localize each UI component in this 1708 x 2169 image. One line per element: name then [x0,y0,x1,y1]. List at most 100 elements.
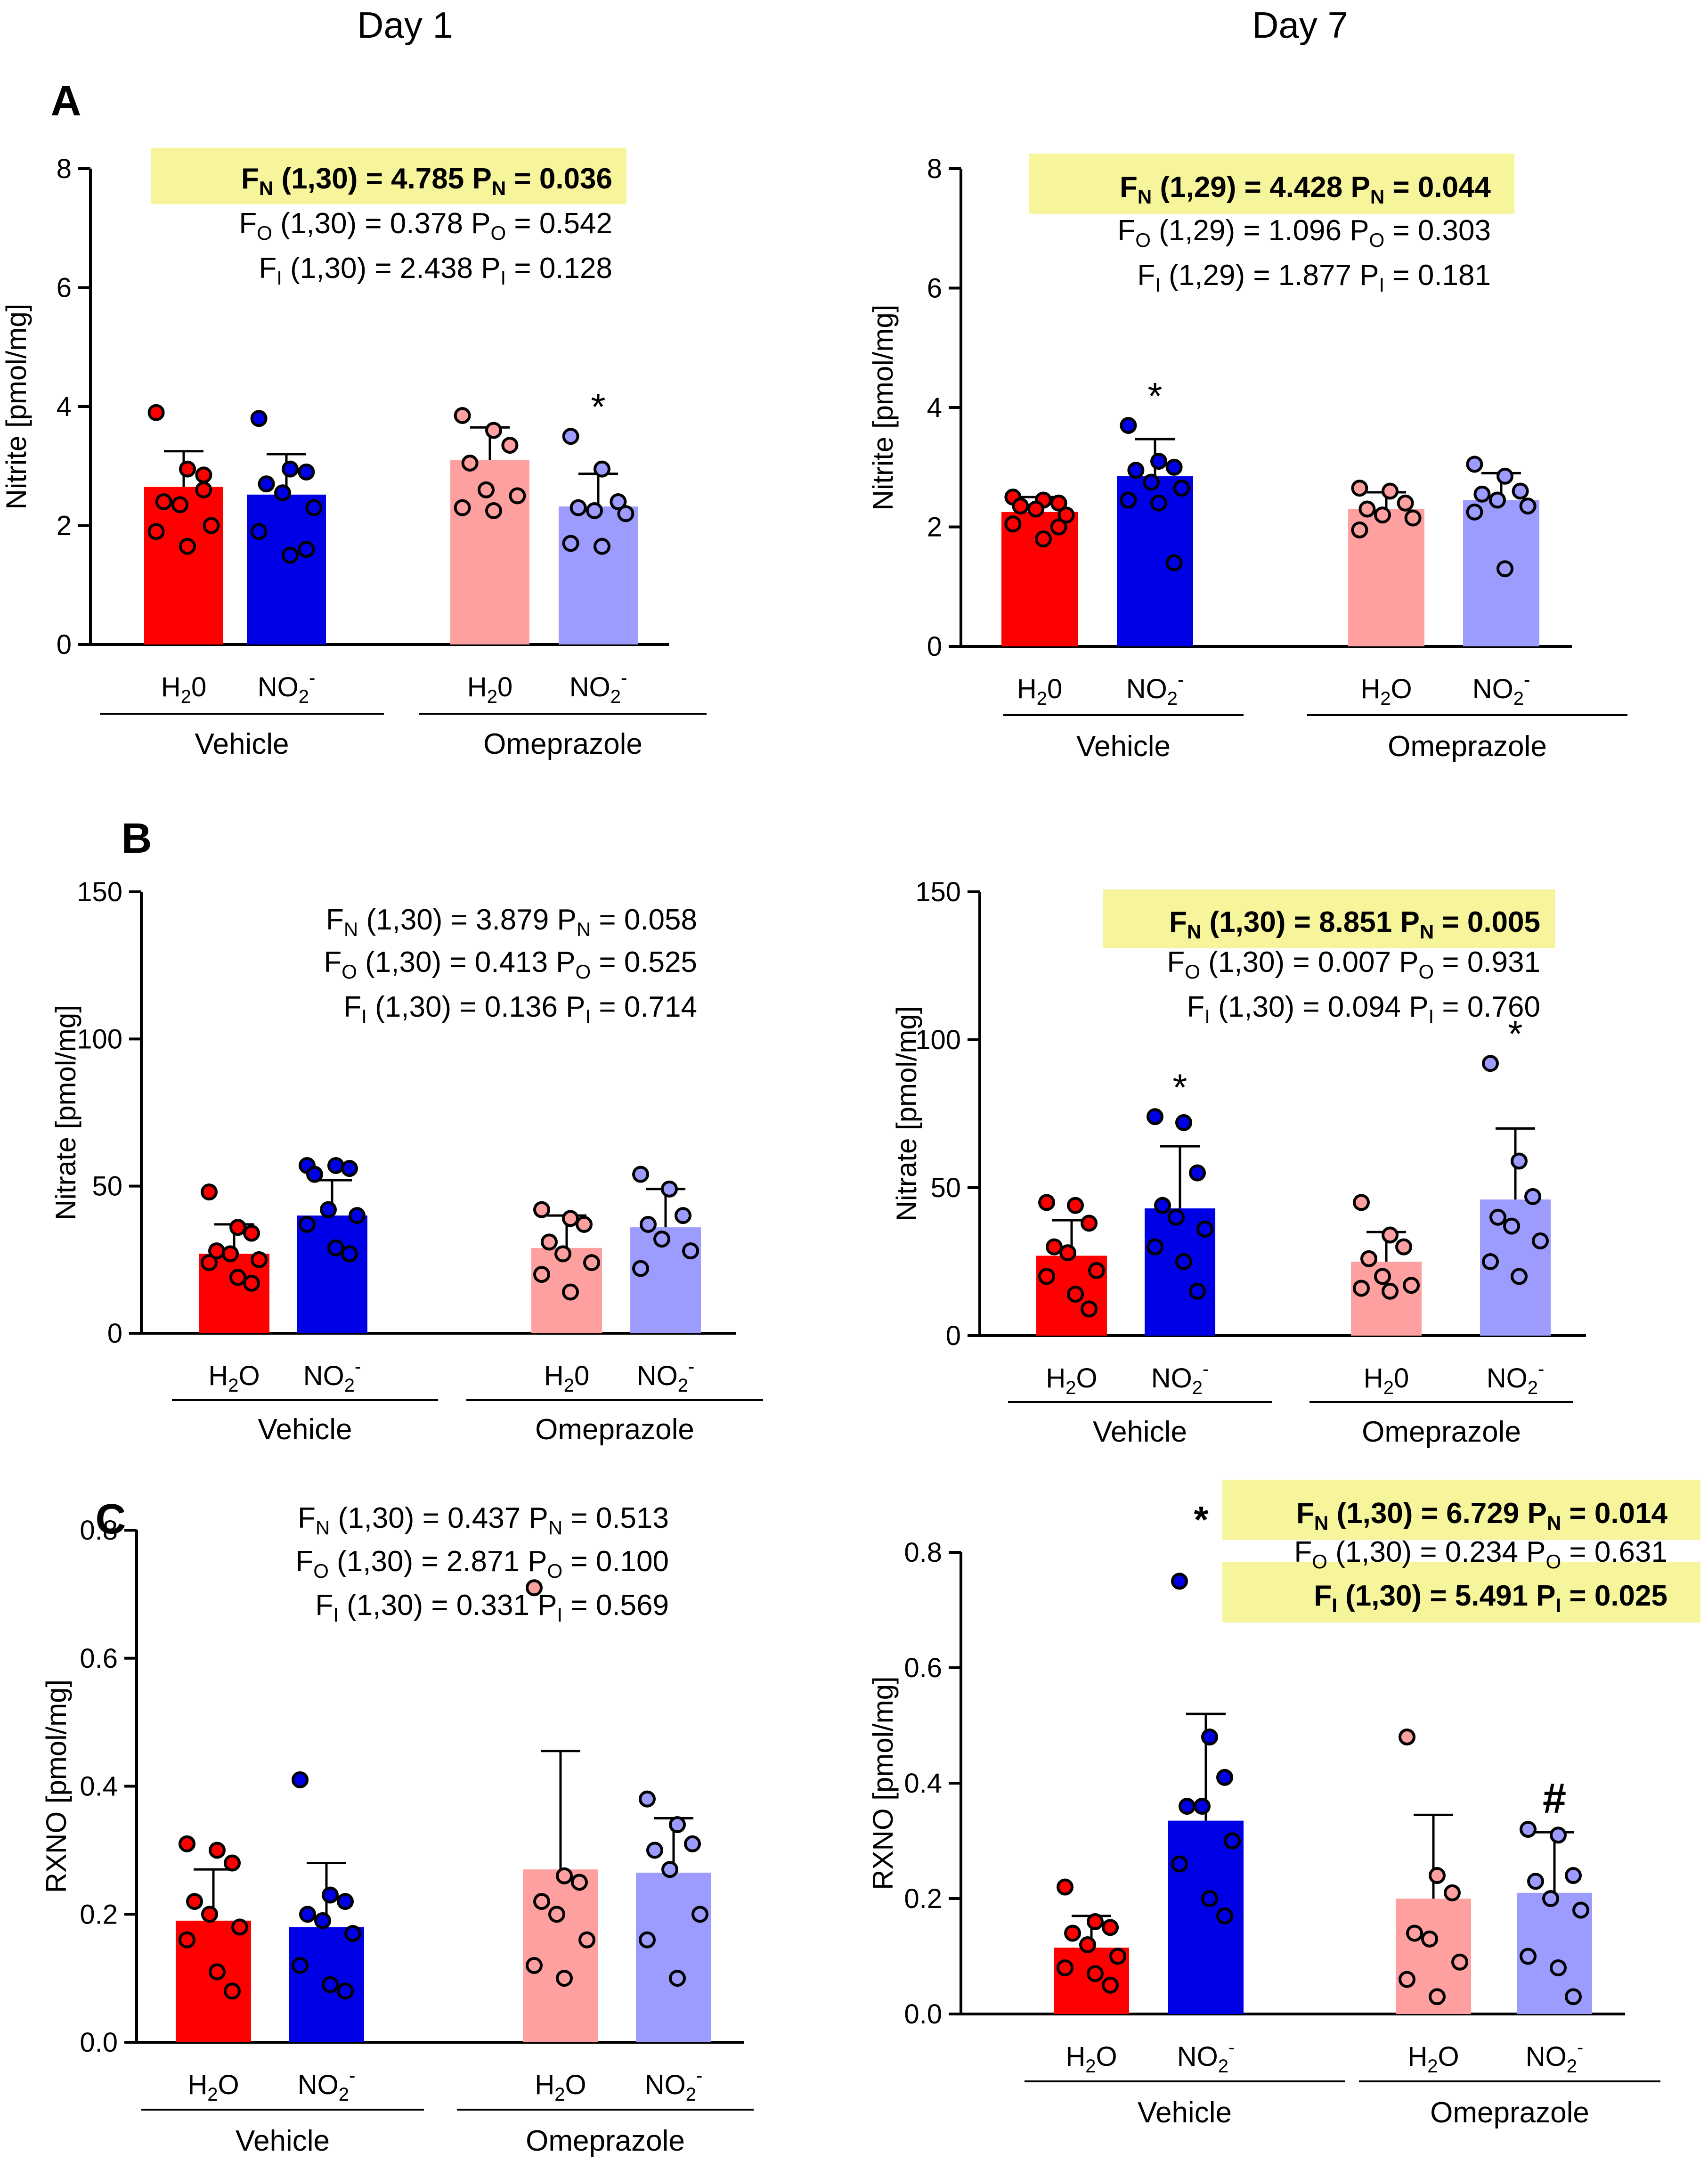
group-label: Vehicle [1138,2096,1232,2129]
data-point [1489,1208,1506,1226]
data-point [341,1160,358,1177]
data-point [1353,1194,1370,1211]
data-point [195,481,212,498]
data-point [533,1201,550,1218]
data-point [576,1215,593,1233]
data-point [1429,1867,1446,1884]
data-point [282,460,299,478]
data-point [1027,500,1044,518]
data-point [1399,1971,1415,1988]
bar [297,1215,367,1333]
data-point [617,505,634,522]
data-point [1143,473,1160,491]
data-point [1150,494,1167,512]
group-label: Vehicle [195,728,289,760]
data-point [594,538,610,555]
data-point [1081,1300,1098,1318]
chart-panel-3: B 0 50 100 150 Nitrate [pmol/mg] H2O NO2- H20 NO2… [50,815,763,1446]
data-point [222,1245,239,1263]
y-tick-label: 50 [930,1173,961,1203]
y-tick-label: 2 [57,511,72,541]
data-point [322,1976,339,1993]
panel-letter: B [122,815,152,862]
data-point [243,1224,260,1242]
y-tick-label: 0.0 [80,2027,118,2058]
significance-mark: * [1172,1066,1187,1108]
data-point [282,546,299,564]
y-tick-label: 100 [915,1025,961,1055]
data-point [1519,497,1537,515]
anova-stat-line: FO (1,29) = 1.096 PO = 0.303 [1117,214,1491,251]
data-point [1482,1055,1499,1072]
data-point [1173,480,1190,497]
data-point [526,1579,543,1597]
data-point [632,1260,649,1277]
x-category-label: NO2- [1472,669,1530,709]
data-point [1165,554,1183,571]
x-category-label: NO2- [1126,669,1184,709]
data-point [186,1893,203,1910]
data-point [1012,497,1029,515]
significance-mark: * [1194,1499,1209,1541]
data-point [639,1790,656,1808]
data-point [1399,1729,1415,1745]
data-point [632,1166,649,1183]
x-category-label: NO2- [637,1356,695,1396]
data-point [1147,1108,1163,1125]
data-point [1482,1253,1499,1270]
data-point [201,1906,218,1923]
data-point [1087,1965,1104,1982]
data-point [526,1957,543,1974]
data-point [1532,1232,1549,1250]
data-point [337,1982,354,2000]
x-category-label: H20 [544,1361,589,1396]
data-point [485,502,502,519]
data-point [1550,1959,1567,1976]
data-point [251,1251,268,1268]
data-point [1127,462,1145,479]
data-point [1511,1268,1528,1285]
group-label: Vehicle [258,1413,352,1446]
data-point [201,1254,218,1272]
data-point [1102,1919,1119,1936]
group-label: Omeprazole [535,1413,694,1446]
data-point [569,499,587,516]
data-point [1046,1238,1063,1256]
data-point [337,1893,354,1910]
data-point [1382,1282,1399,1300]
data-point [669,1970,686,1987]
y-tick-label: 0 [57,629,72,660]
chart-panel-2: 0 2 4 6 8 Nitrite [pmol/mg] H20 * NO2- H2O NO2- Veh… [867,153,1627,763]
data-point [562,535,579,552]
data-point [675,1207,691,1224]
group-label: Vehicle [236,2125,330,2157]
data-point [298,463,315,481]
data-point [1057,1959,1074,1976]
data-point [306,1166,323,1183]
y-axis-label: RXNO [pmol/mg] [41,1680,72,1893]
anova-stat-line: FI (1,30) = 0.094 PI = 0.760 [1187,991,1540,1027]
data-point [1088,1262,1105,1279]
data-point [1403,1277,1420,1294]
bar [144,487,223,644]
data-point [203,517,220,534]
data-point [1429,1988,1446,2006]
data-point [322,1886,339,1904]
data-point [299,1906,316,1923]
chart-panel-6: 0.0 0.2 0.4 0.6 0.8 RXNO [pmol/mg] H2O * NO2- H2O… [867,1479,1700,2129]
data-point [1201,1729,1218,1745]
column-title-day-7: Day 7 [1252,4,1348,46]
y-tick-label: 0.8 [904,1537,942,1568]
data-point [1057,506,1075,524]
data-point [179,1931,195,1949]
data-point [1374,506,1391,524]
data-point [640,1215,657,1233]
chart-panel-4: 0 50 100 150 Nitrate [pmol/mg] H2O * NO2- H20 * NO… [891,877,1586,1448]
y-tick-label: 0 [107,1318,122,1349]
x-category-label: H2O [1407,2041,1459,2077]
data-point [320,1201,337,1218]
stat-highlight-box [1222,1479,1700,1540]
data-point [1057,1878,1074,1896]
data-point [661,1861,678,1878]
data-point [1489,491,1506,509]
